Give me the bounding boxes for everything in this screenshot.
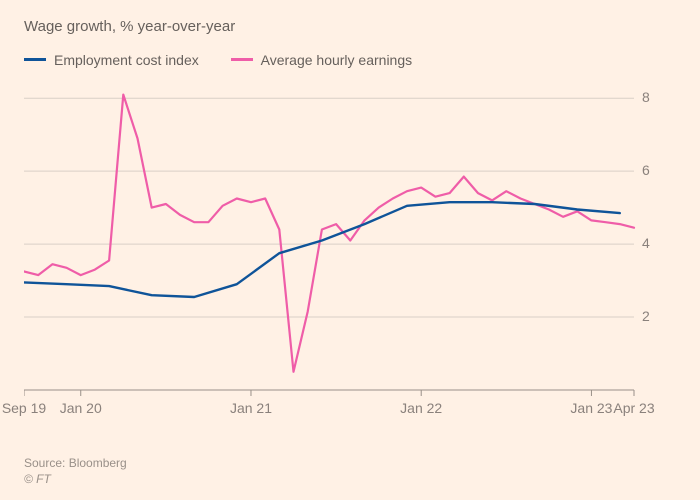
y-tick-label: 6	[642, 162, 650, 178]
source-text: Source: Bloomberg	[24, 456, 127, 470]
y-tick-label: 2	[642, 308, 650, 324]
plot-svg	[24, 80, 664, 420]
y-tick-label: 4	[642, 235, 650, 251]
footer: Source: Bloomberg © FT	[24, 456, 127, 486]
legend: Employment cost index Average hourly ear…	[24, 48, 440, 68]
x-tick-label: Jan 20	[60, 400, 102, 416]
chart-container: Wage growth, % year-over-year Employment…	[0, 0, 700, 500]
legend-label-eci: Employment cost index	[54, 52, 199, 68]
x-tick-label: Jan 23	[570, 400, 612, 416]
legend-item-ahe: Average hourly earnings	[231, 52, 413, 68]
legend-swatch-ahe	[231, 58, 253, 61]
y-tick-label: 8	[642, 89, 650, 105]
x-tick-label: Jan 21	[230, 400, 272, 416]
legend-label-ahe: Average hourly earnings	[261, 52, 413, 68]
legend-swatch-eci	[24, 58, 46, 61]
x-tick-label: Apr 23	[613, 400, 654, 416]
x-tick-label: Sep 19	[2, 400, 46, 416]
chart-subtitle: Wage growth, % year-over-year	[24, 18, 235, 35]
copyright-text: © FT	[24, 472, 127, 486]
x-tick-label: Jan 22	[400, 400, 442, 416]
legend-item-eci: Employment cost index	[24, 52, 199, 68]
plot-area: 2468Sep 19Jan 20Jan 21Jan 22Jan 23Apr 23	[24, 80, 664, 420]
